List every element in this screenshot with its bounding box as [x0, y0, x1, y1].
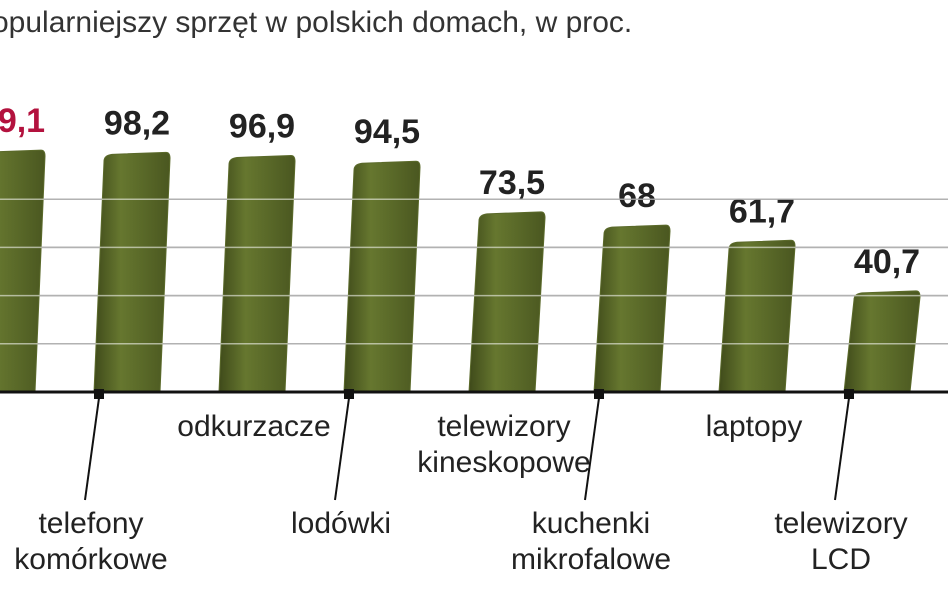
label-line: telewizory [437, 410, 570, 443]
x-tick-label: lodówki [291, 507, 391, 540]
value-label: 40,7 [854, 243, 920, 281]
label-line: komórkowe [14, 543, 167, 576]
x-tick-label: laptopy [706, 410, 803, 443]
label-line: telewizory [774, 507, 907, 540]
value-label: 68 [618, 177, 656, 215]
bar [593, 224, 671, 393]
leader-marker [344, 389, 354, 399]
leader-marker [94, 389, 104, 399]
x-tick-label: telewizory kineskopowe [417, 410, 590, 479]
bar [843, 290, 921, 393]
bar [343, 160, 421, 393]
x-tick-label: kuchenki mikrofalowe [511, 507, 671, 576]
leader-line [84, 397, 100, 501]
label-line: telefony [38, 507, 143, 540]
label-line: kineskopowe [417, 446, 590, 479]
value-label: 96,9 [229, 107, 295, 145]
leader-marker [844, 389, 854, 399]
leader-marker [594, 389, 604, 399]
value-label: 73,5 [479, 164, 545, 202]
leader-line [584, 397, 600, 501]
value-label: 98,2 [104, 104, 170, 142]
leader-line [834, 397, 850, 501]
bar [218, 154, 296, 393]
bar [468, 211, 546, 393]
bar [0, 149, 46, 393]
value-label: 61,7 [729, 192, 795, 230]
bar [718, 239, 796, 393]
chart-title: opularniejszy sprzęt w polskich domach, … [0, 6, 632, 39]
label-line: kuchenki [532, 507, 650, 540]
x-tick-label: telewizory LCD [774, 507, 907, 576]
label-line: LCD [811, 543, 871, 576]
value-label: 94,5 [354, 113, 420, 151]
x-tick-label: telefony komórkowe [14, 507, 167, 576]
leader-line [334, 397, 350, 501]
bar [93, 151, 171, 393]
x-tick-label: odkurzacze [177, 410, 330, 443]
value-label: 99,1 [0, 102, 45, 140]
x-tick-label: ki [0, 410, 1, 443]
label-line: mikrofalowe [511, 543, 671, 576]
